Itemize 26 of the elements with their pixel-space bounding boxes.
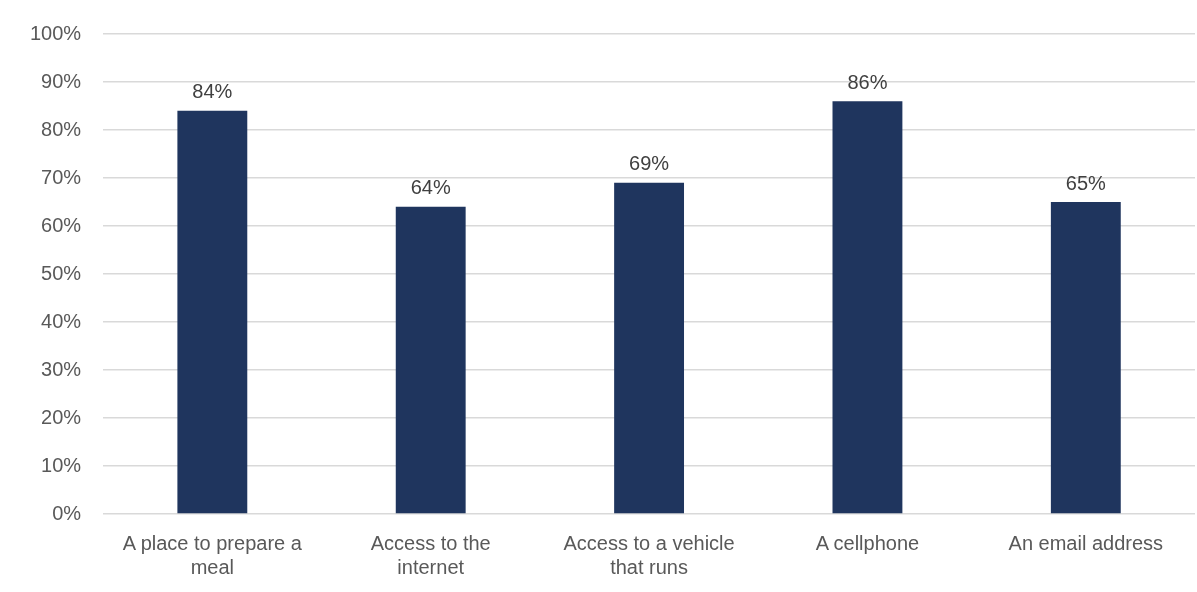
data-label: 84% — [192, 80, 233, 103]
y-tick-label: 30% — [41, 357, 82, 380]
bar — [832, 101, 903, 514]
y-tick-label: 10% — [41, 453, 82, 476]
y-tick-label: 60% — [41, 213, 82, 236]
bar — [614, 182, 685, 514]
y-tick-label: 100% — [30, 21, 82, 44]
x-tick-label: Access to the internet — [370, 531, 491, 578]
y-tick-label: 50% — [41, 261, 82, 284]
x-tick-label: Access to a vehicle that runs — [563, 531, 735, 578]
x-tick-label: A cellphone — [815, 531, 920, 554]
x-tick-label: An email address — [1008, 531, 1164, 554]
bar — [1050, 202, 1121, 514]
x-tick-label: A place to prepare a meal — [122, 531, 303, 578]
data-label: 65% — [1065, 171, 1107, 194]
data-label: 64% — [410, 176, 451, 199]
y-tick-label: 40% — [41, 309, 82, 332]
bar — [177, 110, 248, 514]
data-label: 86% — [847, 70, 888, 93]
bar — [395, 206, 466, 514]
data-label: 69% — [629, 152, 670, 175]
y-tick-label: 70% — [41, 165, 82, 188]
y-tick-label: 0% — [52, 501, 82, 524]
y-tick-label: 90% — [41, 69, 82, 92]
y-tick-label: 20% — [41, 405, 82, 428]
y-tick-label: 80% — [41, 117, 82, 140]
